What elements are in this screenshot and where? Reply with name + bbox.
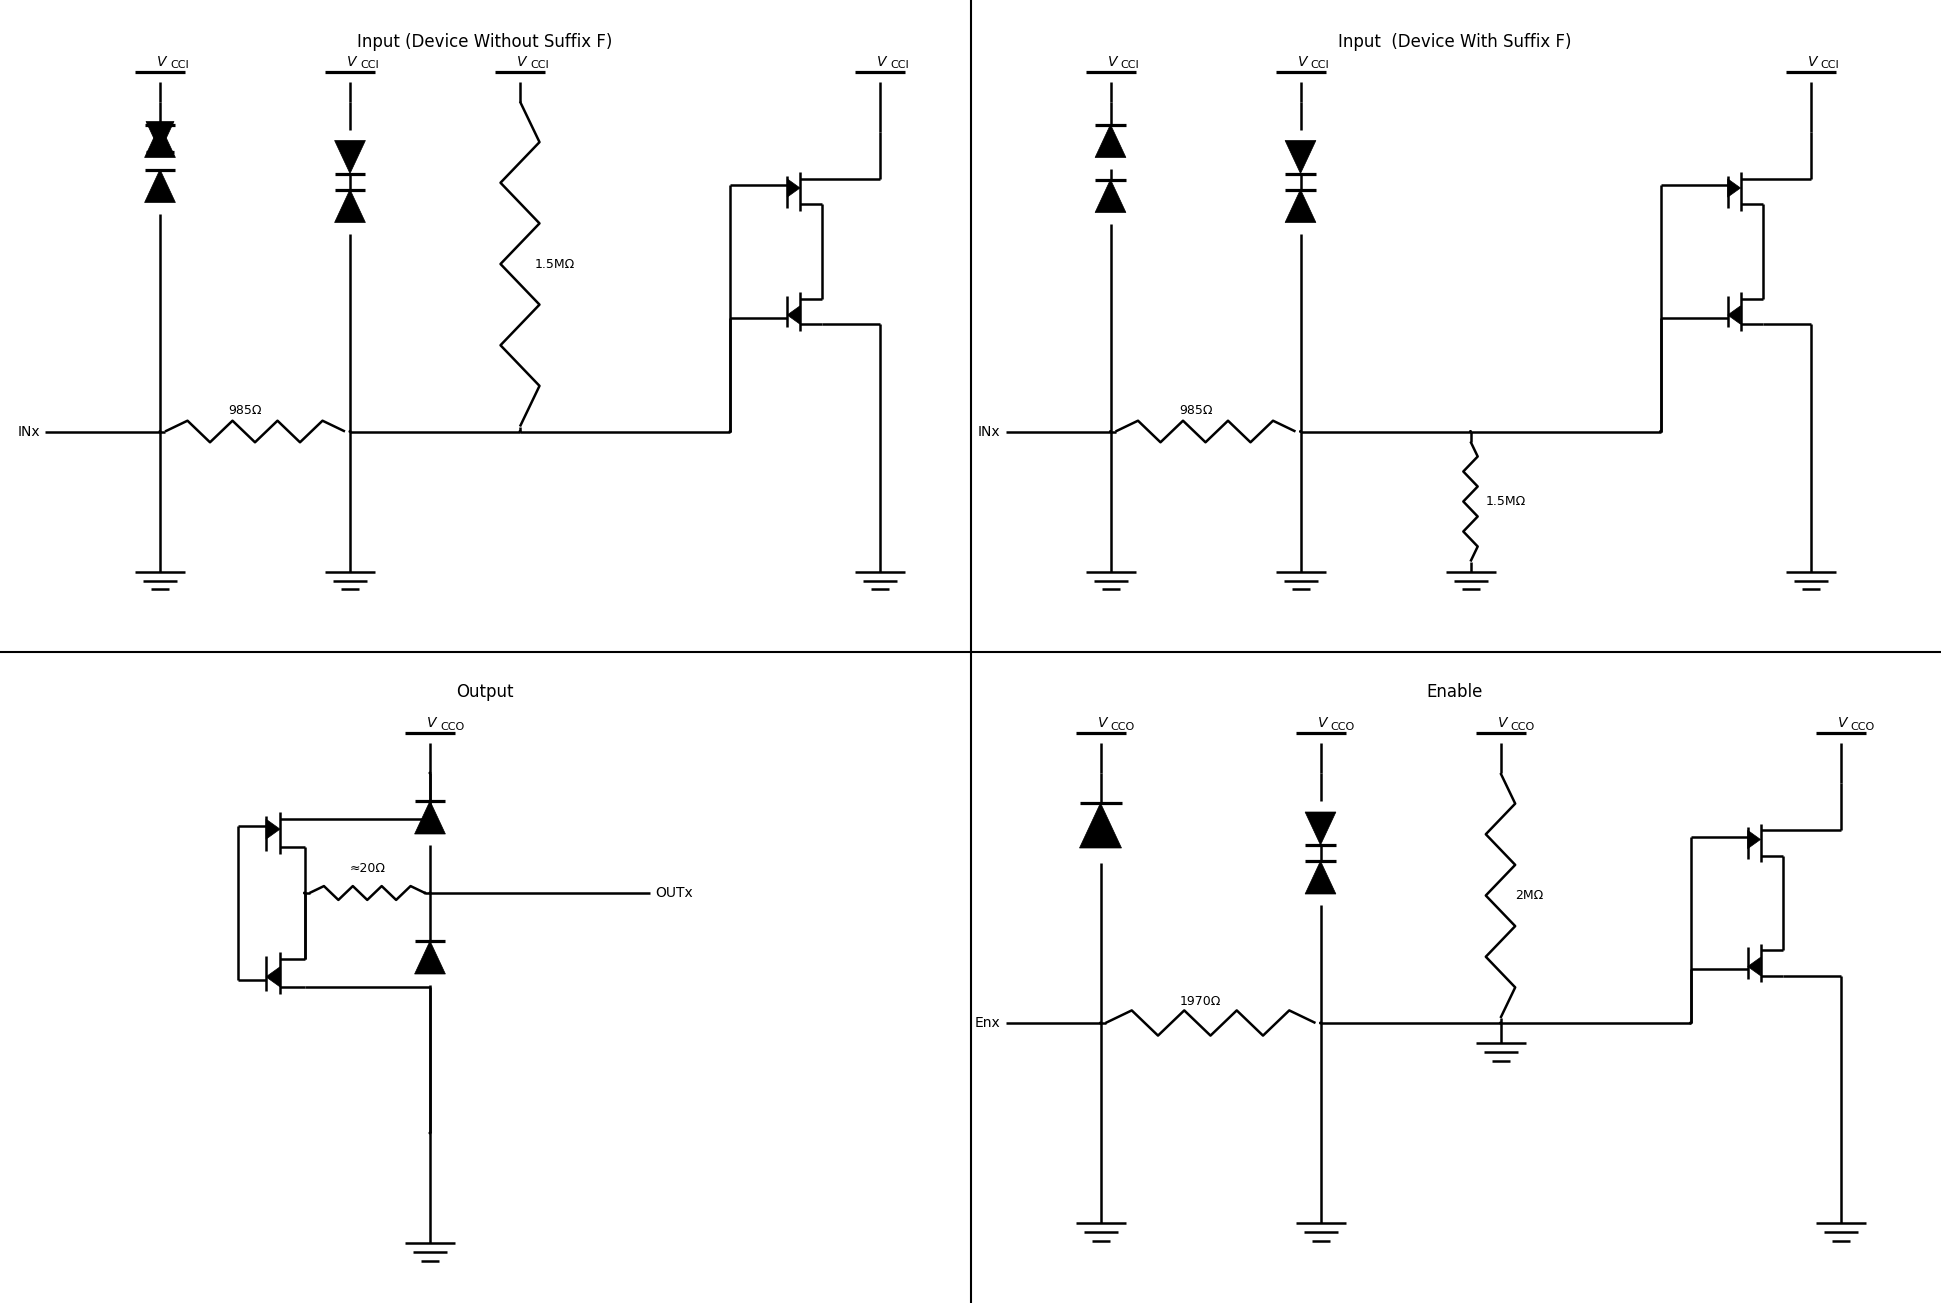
Text: 1970Ω: 1970Ω bbox=[1180, 995, 1221, 1009]
Text: V: V bbox=[1318, 717, 1328, 730]
Text: V: V bbox=[427, 717, 437, 730]
Polygon shape bbox=[1727, 306, 1741, 324]
Polygon shape bbox=[415, 801, 444, 834]
Polygon shape bbox=[1727, 179, 1741, 197]
Polygon shape bbox=[146, 121, 175, 151]
Text: CCO: CCO bbox=[1110, 722, 1135, 732]
Text: INx: INx bbox=[17, 425, 41, 439]
Text: CCI: CCI bbox=[1120, 60, 1139, 70]
Polygon shape bbox=[1095, 180, 1126, 212]
Polygon shape bbox=[788, 306, 800, 324]
Polygon shape bbox=[415, 941, 444, 975]
Polygon shape bbox=[144, 169, 175, 202]
Text: ≈20Ω: ≈20Ω bbox=[349, 863, 384, 876]
Text: 1.5MΩ: 1.5MΩ bbox=[1485, 495, 1526, 508]
Text: V: V bbox=[1838, 717, 1848, 730]
Polygon shape bbox=[1285, 141, 1316, 173]
Polygon shape bbox=[788, 179, 800, 197]
Polygon shape bbox=[1747, 958, 1760, 976]
Polygon shape bbox=[1285, 189, 1316, 223]
Text: V: V bbox=[1108, 55, 1116, 69]
Polygon shape bbox=[1304, 861, 1335, 894]
Text: CCI: CCI bbox=[891, 60, 908, 70]
Polygon shape bbox=[266, 967, 280, 986]
Polygon shape bbox=[266, 820, 280, 839]
Polygon shape bbox=[334, 141, 365, 173]
Text: CCI: CCI bbox=[171, 60, 188, 70]
Text: CCO: CCO bbox=[1330, 722, 1355, 732]
Polygon shape bbox=[1304, 812, 1335, 846]
Text: CCI: CCI bbox=[359, 60, 378, 70]
Text: INx: INx bbox=[978, 425, 1000, 439]
Text: V: V bbox=[1498, 717, 1506, 730]
Text: CCO: CCO bbox=[1510, 722, 1535, 732]
Text: V: V bbox=[347, 55, 357, 69]
Text: OUTx: OUTx bbox=[654, 886, 693, 900]
Polygon shape bbox=[1747, 830, 1760, 848]
Text: 985Ω: 985Ω bbox=[229, 404, 262, 417]
Text: Enable: Enable bbox=[1427, 683, 1483, 701]
Text: V: V bbox=[877, 55, 887, 69]
Text: CCO: CCO bbox=[1850, 722, 1875, 732]
Text: CCO: CCO bbox=[441, 722, 464, 732]
Text: Output: Output bbox=[456, 683, 514, 701]
Text: Enx: Enx bbox=[974, 1016, 1000, 1029]
Text: V: V bbox=[1097, 717, 1106, 730]
Text: Input (Device Without Suffix F): Input (Device Without Suffix F) bbox=[357, 33, 613, 51]
Polygon shape bbox=[334, 189, 365, 223]
Text: V: V bbox=[157, 55, 167, 69]
Text: 985Ω: 985Ω bbox=[1178, 404, 1213, 417]
Text: V: V bbox=[1297, 55, 1306, 69]
Text: CCI: CCI bbox=[1821, 60, 1840, 70]
Text: 1.5MΩ: 1.5MΩ bbox=[536, 258, 575, 271]
Text: V: V bbox=[516, 55, 526, 69]
Polygon shape bbox=[144, 125, 175, 158]
Polygon shape bbox=[1079, 803, 1122, 848]
Text: V: V bbox=[1807, 55, 1817, 69]
Text: CCI: CCI bbox=[530, 60, 549, 70]
Polygon shape bbox=[1095, 125, 1126, 158]
Text: 2MΩ: 2MΩ bbox=[1516, 889, 1543, 902]
Text: Input  (Device With Suffix F): Input (Device With Suffix F) bbox=[1337, 33, 1572, 51]
Text: CCI: CCI bbox=[1310, 60, 1330, 70]
